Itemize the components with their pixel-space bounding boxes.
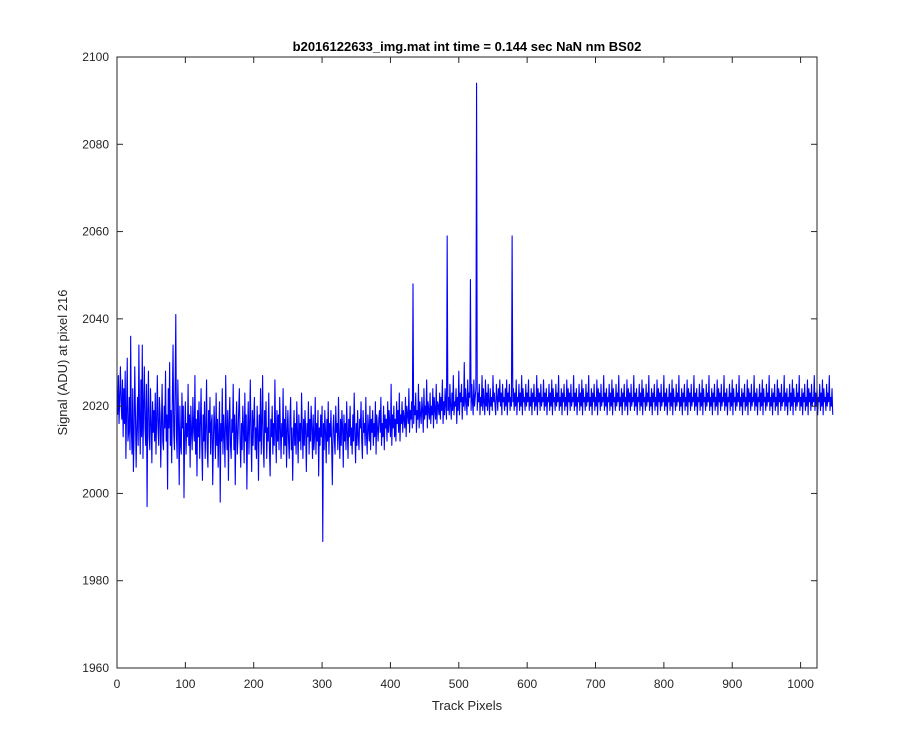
x-axis: 0 100 200 300 400 500 600 700 800 900 1000 xyxy=(114,57,814,691)
x-tick-label: 800 xyxy=(654,677,674,691)
y-axis-label: Signal (ADU) at pixel 216 xyxy=(55,290,70,436)
y-tick-label: 2040 xyxy=(82,312,109,326)
axes-box xyxy=(116,56,818,669)
y-tick-label: 1960 xyxy=(82,661,109,675)
x-tick-label: 100 xyxy=(175,677,195,691)
y-tick-label: 2000 xyxy=(82,486,109,500)
y-tick-label: 2100 xyxy=(82,50,109,64)
x-tick-label: 0 xyxy=(114,677,121,691)
y-tick-label: 2060 xyxy=(82,225,109,239)
x-tick-label: 1000 xyxy=(787,677,814,691)
x-tick-label: 500 xyxy=(449,677,469,691)
y-axis: 1960 1980 2000 2020 2040 2060 2080 2100 xyxy=(82,50,817,675)
x-tick-label: 200 xyxy=(244,677,264,691)
y-tick-label: 1980 xyxy=(82,574,109,588)
y-tick-label: 2080 xyxy=(82,137,109,151)
x-tick-label: 900 xyxy=(722,677,742,691)
plot-area xyxy=(116,56,834,669)
chart-title: b2016122633_img.mat int time = 0.144 sec… xyxy=(293,39,642,54)
signal-series-line xyxy=(117,82,834,542)
y-tick-label: 2020 xyxy=(82,399,109,413)
x-tick-label: 400 xyxy=(380,677,400,691)
x-tick-label: 300 xyxy=(312,677,332,691)
x-axis-label: Track Pixels xyxy=(432,698,503,713)
x-tick-label: 600 xyxy=(517,677,537,691)
x-tick-label: 700 xyxy=(586,677,606,691)
